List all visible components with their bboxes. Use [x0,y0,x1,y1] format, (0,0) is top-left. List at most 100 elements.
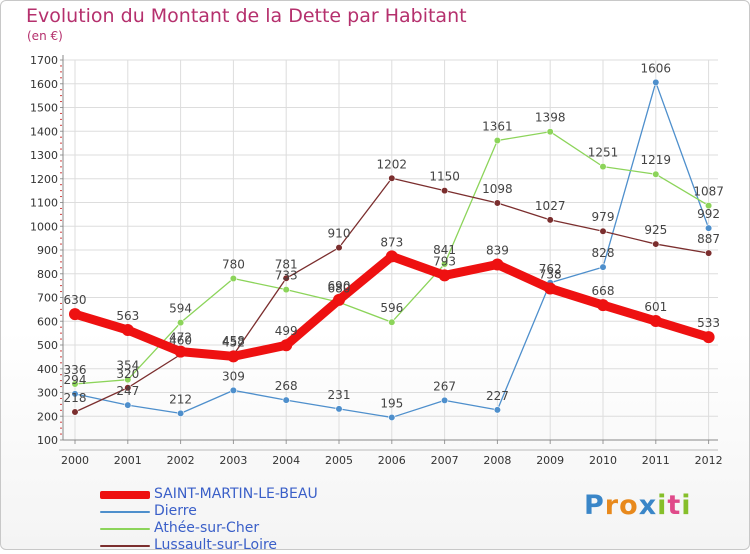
x-tick-label: 2012 [695,454,723,467]
data-label: 227 [486,389,509,403]
data-label: 354 [116,359,139,373]
data-label: 336 [64,363,87,377]
data-point [438,269,451,282]
x-tick-label: 2010 [589,454,617,467]
y-tick-label: 500 [37,339,58,352]
logo-letter: i [681,490,692,521]
data-label: 780 [222,258,245,272]
x-tick-label: 2009 [536,454,564,467]
x-tick-label: 2004 [272,454,300,467]
data-label: 472 [169,331,192,345]
x-tick-label: 2011 [642,454,670,467]
data-label: 231 [328,388,351,402]
data-label: 212 [169,392,192,406]
data-label: 499 [275,324,298,338]
data-point [124,384,132,392]
data-label: 1202 [377,157,408,171]
data-point [546,216,554,224]
y-tick-label: 1600 [30,78,58,91]
logo-letter: t [667,490,682,521]
y-tick-label: 1300 [30,149,58,162]
data-label: 1251 [588,146,619,160]
data-point [71,390,79,398]
data-point [388,174,396,182]
x-tick-label: 2005 [325,454,353,467]
data-label: 320 [116,367,139,381]
data-point [177,319,185,327]
data-label: 294 [64,373,87,387]
legend-item: Athée-sur-Cher [100,520,400,537]
legend-label: Dierre [154,503,197,519]
data-point [704,224,713,232]
chart-title: Evolution du Montant de la Dette par Hab… [26,5,467,27]
grid-lines [63,59,718,441]
data-point [599,163,607,171]
legend-swatch [100,528,150,530]
y-tick-label: 1100 [30,197,58,210]
data-label: 1398 [535,111,566,125]
data-point [229,386,237,394]
data-label: 460 [169,334,192,348]
data-point [282,396,290,404]
legend-item: Lussault-sur-Loire [100,537,400,554]
data-point [71,380,79,388]
legend-swatch [100,491,150,499]
data-point [544,282,557,295]
data-point [124,376,132,384]
data-label: 738 [539,267,562,281]
logo-letter: P [584,490,605,521]
data-point [493,136,502,145]
data-point [174,345,187,358]
y-tick-label: 200 [37,410,58,423]
data-point [388,318,396,326]
data-point [704,249,713,257]
data-label: 873 [380,235,403,249]
data-label: 1361 [482,120,513,134]
data-label: 690 [328,279,351,293]
data-point [597,299,609,312]
data-point [652,240,660,248]
data-label: 1150 [429,170,460,184]
data-label: 1606 [641,61,672,75]
y-tick-label: 1000 [30,220,58,233]
x-tick-label: 2007 [431,454,459,467]
data-point [121,324,134,337]
y-tick-label: 300 [37,387,58,400]
data-point [493,406,502,414]
data-label: 1027 [535,199,566,213]
data-label: 979 [592,210,615,224]
data-point [599,227,607,235]
axes: 100 200 300 400 500 600 700 800 900 1000 1100 1200 1… [30,54,723,467]
data-label: 680 [328,281,351,295]
x-tick-label: 2006 [378,454,406,467]
data-label: 1098 [482,182,513,196]
logo-letter: r [604,490,620,521]
data-point [229,274,237,283]
data-point [441,396,449,404]
data-label: 195 [380,396,403,410]
data-label: 1219 [641,153,672,167]
data-label: 563 [116,309,139,323]
y-tick-label: 700 [37,292,58,305]
data-label: 268 [275,379,298,393]
proxiti-logo: Proxiti [584,490,692,521]
data-point [491,258,504,271]
legend-label: Athée-sur-Cher [154,520,260,536]
y-tick-label: 100 [37,434,58,447]
logo-letter: o [619,490,639,521]
x-tick-label: 2008 [483,454,511,467]
data-label: 925 [644,223,667,237]
data-label: 452 [222,335,245,349]
data-point [388,413,396,422]
legend-label: SAINT-MARTIN-LE-BEAU [154,486,318,502]
data-point [227,350,240,363]
data-label: 992 [697,207,720,221]
legend-swatch [100,545,150,547]
data-point [69,308,81,321]
y-tick-label: 600 [37,315,58,328]
data-point [333,293,345,306]
y-tick-label: 1700 [30,54,58,67]
data-label: 601 [644,300,667,314]
data-point [282,274,290,282]
